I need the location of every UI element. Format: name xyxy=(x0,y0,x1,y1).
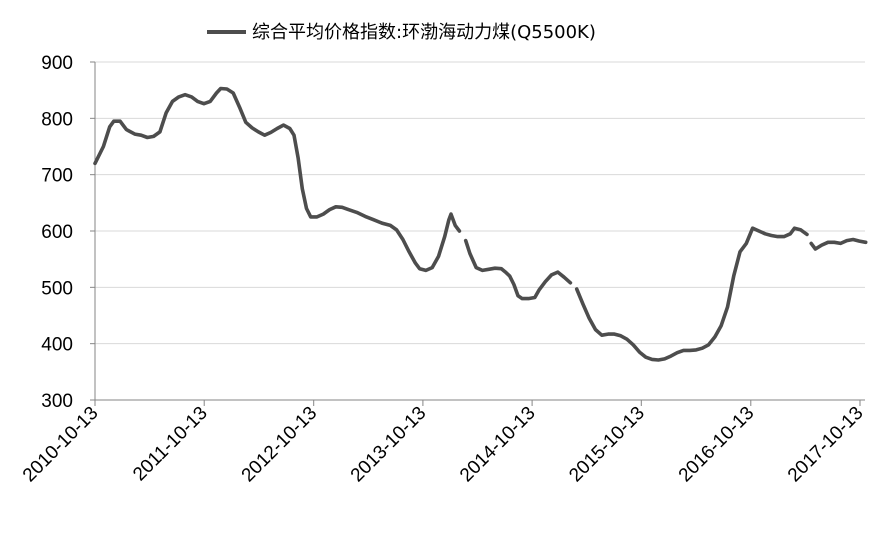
x-tick-label: 2011-10-13 xyxy=(129,403,212,486)
y-tick-label: 600 xyxy=(41,222,73,243)
y-tick-label: 300 xyxy=(41,391,73,412)
series-line-segment xyxy=(463,238,573,301)
x-axis-tick-labels: 2010-10-13 2011-10-13 2012-10-13 2013-10-13… xyxy=(19,403,868,487)
gridlines xyxy=(95,61,865,345)
x-tick-label: 2017-10-13 xyxy=(784,403,868,487)
x-tick-label: 2016-10-13 xyxy=(675,403,759,487)
x-tick-label: 2013-10-13 xyxy=(347,403,431,487)
series-line-segment xyxy=(809,237,868,251)
legend: 综合平均价格指数:环渤海动力煤(Q5500K) xyxy=(207,22,596,43)
x-tick-label: 2014-10-13 xyxy=(456,403,540,487)
axes xyxy=(90,61,865,406)
y-tick-label: 700 xyxy=(41,166,73,187)
x-tick-label: 2010-10-13 xyxy=(19,403,103,487)
y-axis-tick-labels: 300 400 500 600 700 800 900 xyxy=(41,53,73,412)
series-line-segment xyxy=(574,226,809,362)
x-tick-label: 2012-10-13 xyxy=(238,403,322,487)
x-tick-label: 2015-10-13 xyxy=(565,403,649,487)
series-line-segment xyxy=(93,86,462,273)
series-lines xyxy=(93,86,868,362)
legend-label: 综合平均价格指数:环渤海动力煤(Q5500K) xyxy=(252,22,596,43)
y-tick-label: 800 xyxy=(41,109,73,130)
y-tick-label: 900 xyxy=(41,53,73,74)
y-tick-label: 400 xyxy=(41,335,73,356)
y-tick-label: 500 xyxy=(41,278,73,299)
